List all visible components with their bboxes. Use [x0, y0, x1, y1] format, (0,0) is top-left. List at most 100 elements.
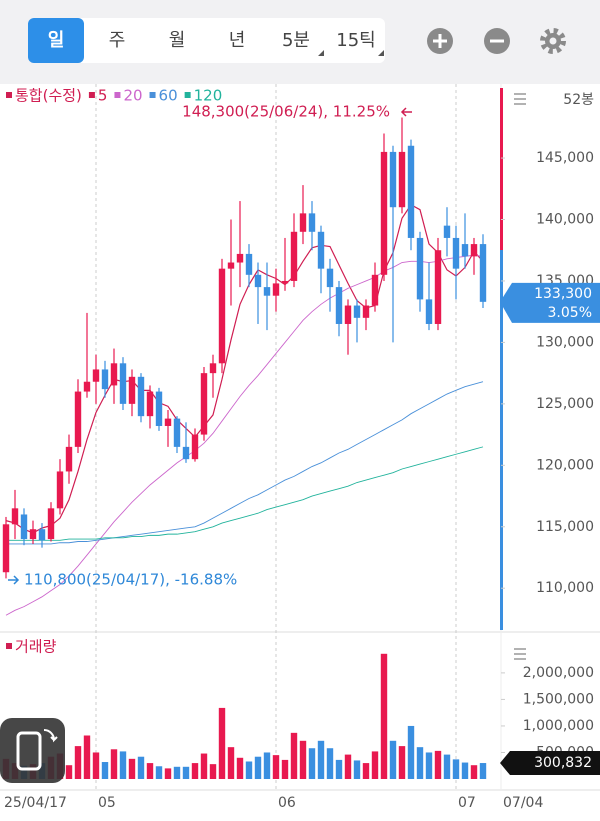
tab[interactable]: 일 — [48, 30, 65, 51]
ma-line — [6, 446, 484, 541]
candle-body — [371, 274, 379, 306]
volume-bar — [434, 750, 442, 779]
volume-bar — [335, 759, 343, 779]
y-tick-label: 2,000,000 — [523, 665, 594, 681]
candle-body — [128, 376, 136, 404]
candle-body — [452, 237, 460, 269]
y-tick-label: 125,000 — [536, 396, 594, 412]
volume-bar — [416, 747, 424, 779]
candle-body — [119, 363, 127, 404]
volume-bar — [128, 758, 136, 779]
candle-body — [47, 508, 55, 540]
volume-bar — [164, 768, 172, 779]
y-tick-label: 140,000 — [536, 212, 594, 228]
candle-body — [479, 244, 487, 302]
candle-body — [344, 305, 352, 324]
tab[interactable]: 15틱 — [336, 30, 375, 51]
menu-icon[interactable] — [514, 93, 526, 105]
ma-line — [6, 381, 484, 545]
high-arrow — [400, 107, 412, 117]
volume-bar — [479, 763, 487, 779]
candle-body — [281, 280, 289, 284]
volume-bar — [461, 762, 469, 779]
legend-swatch — [114, 92, 121, 98]
candle-body — [398, 151, 406, 208]
volume-bar — [281, 759, 289, 779]
menu-icon[interactable] — [514, 648, 526, 660]
tab-selected[interactable] — [28, 18, 84, 63]
candle-body — [101, 369, 109, 390]
current-price: 133,300 — [534, 286, 592, 302]
candle-body — [38, 529, 46, 541]
volume-title: 거래량 — [15, 638, 57, 656]
candle-body — [389, 151, 397, 208]
candle-body — [11, 508, 19, 525]
tab-bar — [28, 18, 385, 63]
volume-bar — [308, 748, 316, 779]
volume-bar — [200, 753, 208, 779]
volume-bar — [272, 755, 280, 779]
x-tick-label: 07 — [458, 795, 476, 811]
candle-body — [74, 391, 82, 447]
volume-bar — [443, 754, 451, 779]
volume-bar — [398, 746, 406, 779]
low-annotation: 110,800(25/04/17), -16.88% — [24, 571, 237, 589]
y-tick-label: 115,000 — [536, 519, 594, 535]
candle-body — [137, 376, 145, 417]
volume-bar — [245, 761, 253, 779]
candle-body — [110, 363, 118, 386]
current-volume-box — [500, 751, 600, 776]
volume-bar — [380, 653, 388, 779]
candle-body — [443, 225, 451, 238]
volume-bar — [173, 766, 181, 779]
candle-body — [263, 287, 271, 296]
candle-body — [29, 529, 37, 540]
legend-swatch — [184, 92, 191, 98]
rotate-button[interactable] — [0, 718, 65, 783]
volume-bar — [191, 763, 199, 779]
ma-line — [5, 203, 484, 534]
volume-bar — [227, 747, 235, 779]
y-tick-label: 145,000 — [536, 150, 594, 166]
x-tick-label: 05 — [98, 795, 116, 811]
volume-bar — [389, 740, 397, 779]
candle-body — [209, 363, 217, 374]
candle-body — [272, 283, 280, 296]
rotate-arrow — [43, 729, 58, 743]
tab[interactable]: 5분 — [282, 30, 310, 51]
y-tick-label: 1,000,000 — [523, 718, 594, 734]
tab[interactable]: 주 — [109, 30, 126, 51]
candle-body — [200, 373, 208, 435]
current-change: 3.05% — [548, 305, 592, 321]
volume-bar — [326, 748, 334, 779]
volume-bar — [65, 765, 73, 779]
volume-bar — [83, 735, 91, 779]
volume-bar — [92, 752, 100, 779]
candle-body — [164, 418, 172, 426]
candle-body — [173, 418, 181, 447]
legend-label: 60 — [159, 87, 178, 105]
legend-swatch — [88, 92, 95, 98]
legend-swatch — [6, 643, 12, 649]
volume-bar — [263, 752, 271, 779]
volume-bar — [137, 756, 145, 779]
candle-body — [317, 231, 325, 269]
volume-bar — [236, 757, 244, 779]
legend-label: 20 — [123, 87, 142, 105]
tab[interactable]: 년 — [229, 30, 246, 51]
settings[interactable] — [540, 28, 566, 54]
candle-body — [416, 237, 424, 300]
volume-bar — [218, 707, 226, 779]
current-volume: 300,832 — [534, 755, 592, 771]
bars-label: 52봉 — [563, 92, 594, 108]
rotate-icon — [16, 731, 42, 771]
candle-body — [434, 250, 442, 324]
legend-label: 5 — [98, 87, 108, 105]
volume-bar — [407, 725, 415, 779]
volume-bar — [470, 765, 478, 779]
candle-body — [380, 151, 388, 275]
tab[interactable]: 월 — [169, 30, 186, 51]
candle-body — [65, 446, 73, 472]
volume-bar — [299, 740, 307, 779]
